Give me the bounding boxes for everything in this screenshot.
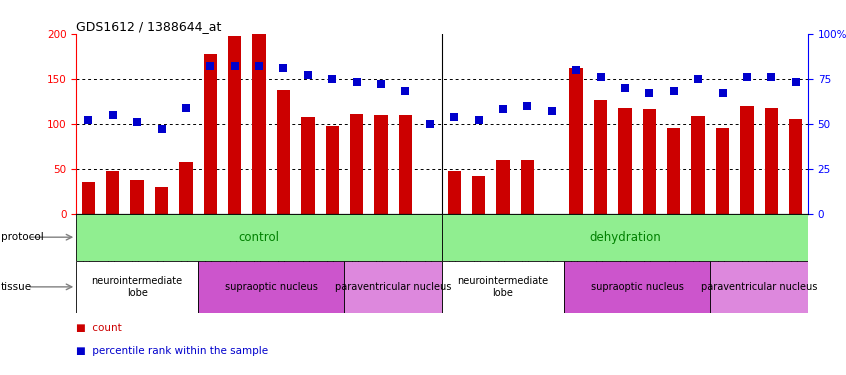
- Point: [130, 119, 144, 125]
- Text: ■  percentile rank within the sample: ■ percentile rank within the sample: [76, 346, 268, 355]
- Bar: [716, 128, 729, 214]
- Bar: [442, 214, 808, 261]
- Point: [520, 103, 534, 109]
- Point: [765, 74, 778, 80]
- Bar: [711, 261, 808, 313]
- Text: GDS1612 / 1388644_at: GDS1612 / 1388644_at: [76, 20, 222, 33]
- Point: [398, 88, 412, 94]
- Bar: [198, 261, 344, 313]
- Point: [594, 74, 607, 80]
- Bar: [106, 171, 119, 214]
- Bar: [155, 187, 168, 214]
- Bar: [344, 261, 442, 313]
- Bar: [179, 162, 193, 214]
- Bar: [765, 108, 778, 214]
- Text: protocol: protocol: [1, 232, 44, 242]
- Bar: [374, 115, 387, 214]
- Point: [277, 65, 290, 71]
- Bar: [252, 34, 266, 214]
- Point: [423, 121, 437, 127]
- Point: [179, 105, 193, 111]
- Point: [448, 114, 461, 120]
- Point: [155, 126, 168, 132]
- Bar: [497, 160, 510, 214]
- Text: paraventricular nucleus: paraventricular nucleus: [335, 282, 452, 292]
- Point: [740, 74, 754, 80]
- Bar: [277, 90, 290, 214]
- Text: ■  count: ■ count: [76, 323, 122, 333]
- Point: [301, 72, 315, 78]
- Bar: [76, 261, 198, 313]
- Point: [326, 76, 339, 82]
- Bar: [740, 106, 754, 214]
- Point: [81, 117, 95, 123]
- Bar: [442, 261, 564, 313]
- Bar: [691, 116, 705, 214]
- Bar: [618, 108, 632, 214]
- Point: [472, 117, 486, 123]
- Point: [569, 67, 583, 73]
- Bar: [301, 117, 315, 214]
- Bar: [472, 176, 486, 214]
- Point: [106, 112, 119, 118]
- Point: [667, 88, 680, 94]
- Bar: [594, 100, 607, 214]
- Point: [716, 90, 729, 96]
- Point: [618, 85, 632, 91]
- Text: neurointermediate
lobe: neurointermediate lobe: [91, 276, 183, 298]
- Point: [545, 108, 558, 114]
- Bar: [643, 110, 656, 214]
- Bar: [81, 182, 95, 214]
- Bar: [398, 115, 412, 214]
- Point: [204, 63, 217, 69]
- Text: neurointermediate
lobe: neurointermediate lobe: [458, 276, 548, 298]
- Bar: [789, 119, 803, 214]
- Point: [252, 63, 266, 69]
- Bar: [130, 180, 144, 214]
- Text: control: control: [239, 231, 279, 244]
- Point: [643, 90, 656, 96]
- Bar: [350, 114, 364, 214]
- Text: paraventricular nucleus: paraventricular nucleus: [701, 282, 817, 292]
- Point: [691, 76, 705, 82]
- Point: [497, 106, 510, 112]
- Text: supraoptic nucleus: supraoptic nucleus: [591, 282, 684, 292]
- Bar: [204, 54, 217, 214]
- Bar: [448, 171, 461, 214]
- Bar: [520, 160, 534, 214]
- Point: [228, 63, 241, 69]
- Bar: [667, 128, 680, 214]
- Point: [350, 80, 364, 86]
- Bar: [228, 36, 241, 214]
- Bar: [76, 214, 442, 261]
- Point: [789, 80, 803, 86]
- Bar: [569, 68, 583, 214]
- Text: tissue: tissue: [1, 282, 32, 292]
- Text: dehydration: dehydration: [589, 231, 661, 244]
- Point: [374, 81, 387, 87]
- Bar: [326, 126, 339, 214]
- Text: supraoptic nucleus: supraoptic nucleus: [225, 282, 318, 292]
- Bar: [564, 261, 711, 313]
